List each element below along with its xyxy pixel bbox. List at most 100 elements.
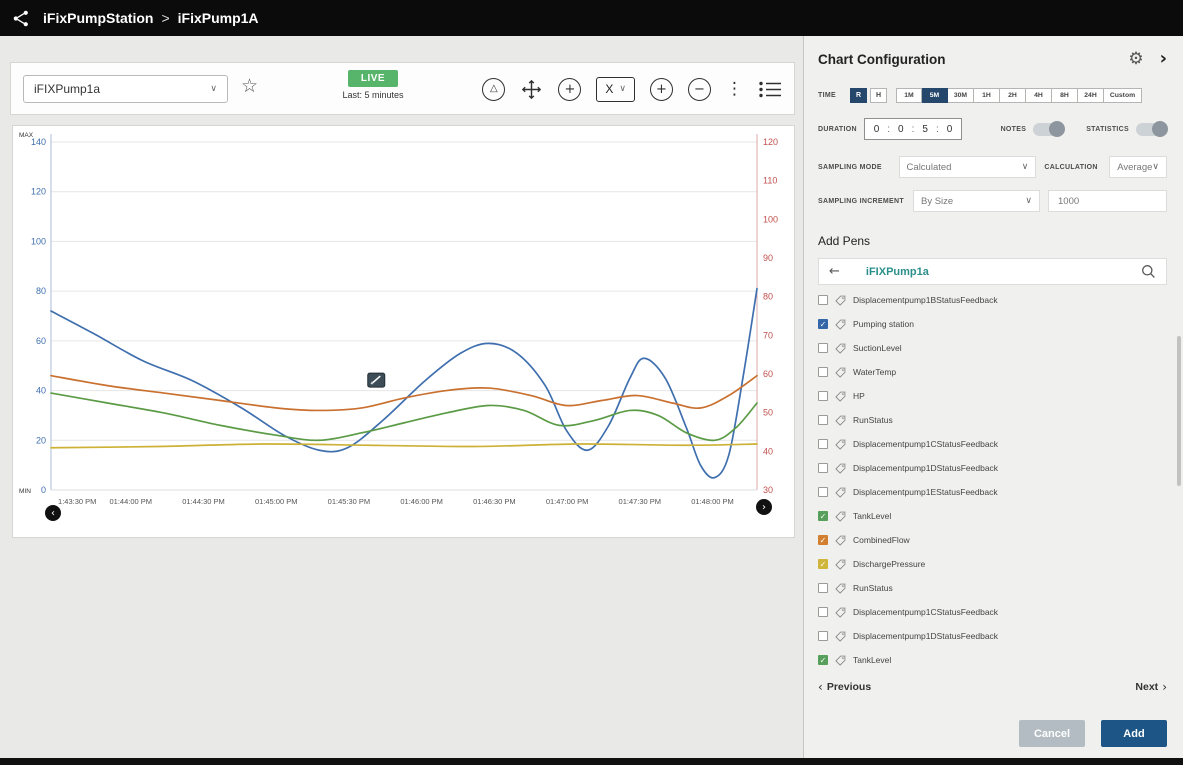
pen-row[interactable]: Displacementpump1EStatusFeedback <box>818 480 1167 504</box>
tag-icon <box>835 583 846 594</box>
pen-row[interactable]: Displacementpump1CStatusFeedback <box>818 600 1167 624</box>
statistics-toggle[interactable] <box>1136 123 1167 136</box>
axis-mode-select[interactable]: X ∨ <box>596 77 635 102</box>
zoom-box-icon[interactable]: + <box>558 78 581 101</box>
tag-selector[interactable]: iFIXPump1a ∨ <box>23 75 228 103</box>
search-icon[interactable] <box>1141 264 1156 279</box>
sampling-increment-select[interactable]: By Size ∨ <box>913 190 1040 212</box>
tag-icon <box>835 415 846 426</box>
time-mode-h[interactable]: H <box>870 88 887 103</box>
time-range-2h[interactable]: 2H <box>1000 88 1026 103</box>
sampling-mode-select[interactable]: Calculated ∨ <box>899 156 1037 178</box>
pen-label: CombinedFlow <box>853 535 910 545</box>
notes-toggle[interactable] <box>1033 123 1064 136</box>
app-logo-icon[interactable] <box>12 9 31 28</box>
scroll-right-button[interactable]: › <box>756 499 772 515</box>
breadcrumb-parent[interactable]: iFixPumpStation <box>43 10 153 26</box>
cancel-button[interactable]: Cancel <box>1019 720 1085 747</box>
add-pens-title: Add Pens <box>818 234 1167 248</box>
pen-checkbox[interactable] <box>818 583 828 593</box>
pen-row[interactable]: Displacementpump1DStatusFeedback <box>818 456 1167 480</box>
pen-row[interactable]: Displacementpump1CStatusFeedback <box>818 432 1167 456</box>
chevron-left-icon: ‹ <box>818 680 823 694</box>
duration-segment[interactable]: 5 <box>922 124 928 135</box>
alarm-limits-icon[interactable]: △ <box>482 78 505 101</box>
pen-checkbox[interactable] <box>818 391 828 401</box>
scroll-left-button[interactable]: ‹ <box>45 505 61 521</box>
chevron-down-icon: ∨ <box>1022 162 1029 172</box>
pen-row[interactable]: RunStatus <box>818 408 1167 432</box>
next-page-button[interactable]: Next › <box>1135 680 1167 694</box>
time-mode-r[interactable]: R <box>850 88 867 103</box>
duration-segment[interactable]: 0 <box>874 124 880 135</box>
breadcrumb-separator: > <box>161 10 169 26</box>
chevron-down-icon: ∨ <box>1025 196 1032 206</box>
pen-row[interactable]: ✓TankLevel <box>818 504 1167 528</box>
svg-text:01:47:30 PM: 01:47:30 PM <box>619 497 662 506</box>
pen-row[interactable]: RunStatus <box>818 576 1167 600</box>
time-range-custom[interactable]: Custom <box>1104 88 1142 103</box>
duration-input[interactable]: 0:0:5:0 <box>864 118 962 140</box>
pen-checkbox[interactable] <box>818 439 828 449</box>
pen-label: Displacementpump1BStatusFeedback <box>853 295 998 305</box>
time-range-24h[interactable]: 24H <box>1078 88 1104 103</box>
time-range-8h[interactable]: 8H <box>1052 88 1078 103</box>
add-button[interactable]: Add <box>1101 720 1167 747</box>
pen-checkbox[interactable]: ✓ <box>818 655 828 665</box>
pen-label: HP <box>853 391 865 401</box>
pen-checkbox[interactable] <box>818 487 828 497</box>
time-range-5m[interactable]: 5M <box>922 88 948 103</box>
time-range-30m[interactable]: 30M <box>948 88 974 103</box>
back-arrow-icon[interactable]: ← <box>829 265 840 278</box>
pen-row[interactable]: SuctionLevel <box>818 336 1167 360</box>
pen-row[interactable]: WaterTemp <box>818 360 1167 384</box>
tag-selector-value: iFIXPump1a <box>34 82 100 96</box>
panel-header: Chart Configuration ⚙ › <box>818 50 1167 68</box>
breadcrumb-current[interactable]: iFixPump1A <box>178 10 259 26</box>
pen-row[interactable]: ✓Pumping station <box>818 312 1167 336</box>
zoom-in-icon[interactable]: + <box>650 78 673 101</box>
pan-icon[interactable] <box>520 78 543 101</box>
time-range-1h[interactable]: 1H <box>974 88 1000 103</box>
pen-checkbox[interactable]: ✓ <box>818 319 828 329</box>
favorite-star-icon[interactable]: ☆ <box>241 77 258 96</box>
collapse-panel-icon[interactable]: › <box>1160 50 1167 68</box>
previous-label: Previous <box>827 681 871 693</box>
pen-checkbox[interactable] <box>818 415 828 425</box>
duration-colon: : <box>887 124 890 135</box>
pen-checkbox[interactable]: ✓ <box>818 511 828 521</box>
svg-text:40: 40 <box>763 446 773 456</box>
pen-checkbox[interactable] <box>818 631 828 641</box>
trend-chart[interactable]: 020406080100120140MAXMIN3040506070809010… <box>13 126 794 537</box>
live-subtitle: Last: 5 minutes <box>342 90 403 100</box>
pen-checkbox[interactable] <box>818 295 828 305</box>
duration-segment[interactable]: 0 <box>898 124 904 135</box>
more-options-icon[interactable]: ⋮ <box>726 81 743 98</box>
time-range-1m[interactable]: 1M <box>896 88 922 103</box>
pen-row[interactable]: ✓DischargePressure <box>818 552 1167 576</box>
live-badge[interactable]: LIVE <box>348 70 398 87</box>
pen-row[interactable]: HP <box>818 384 1167 408</box>
pen-checkbox[interactable] <box>818 463 828 473</box>
settings-gear-icon[interactable]: ⚙ <box>1128 51 1143 68</box>
pen-checkbox[interactable] <box>818 367 828 377</box>
pen-row[interactable]: Displacementpump1BStatusFeedback <box>818 288 1167 312</box>
chart-cursor-marker[interactable] <box>368 373 385 387</box>
sample-size-input[interactable]: 1000 <box>1048 190 1167 212</box>
pen-checkbox[interactable] <box>818 343 828 353</box>
previous-page-button[interactable]: ‹ Previous <box>818 680 871 694</box>
pen-row[interactable]: ✓ CombinedFlow <box>818 528 1167 552</box>
pen-row[interactable]: Displacementpump1DStatusFeedback <box>818 624 1167 648</box>
calculation-select[interactable]: Average ∨ <box>1109 156 1167 178</box>
sampling-increment-row: SAMPLING INCREMENT By Size ∨ 1000 <box>818 190 1167 212</box>
time-range-4h[interactable]: 4H <box>1026 88 1052 103</box>
scrollbar[interactable] <box>1177 336 1181 486</box>
duration-segment[interactable]: 0 <box>947 124 953 135</box>
pen-checkbox[interactable]: ✓ <box>818 535 828 545</box>
pen-checkbox[interactable]: ✓ <box>818 559 828 569</box>
time-row: TIME RH 1M5M30M1H2H4H8H24HCustom <box>818 88 1167 103</box>
zoom-out-icon[interactable]: − <box>688 78 711 101</box>
legend-icon[interactable] <box>758 80 782 99</box>
pen-row[interactable]: ✓TankLevel <box>818 648 1167 672</box>
pen-checkbox[interactable] <box>818 607 828 617</box>
